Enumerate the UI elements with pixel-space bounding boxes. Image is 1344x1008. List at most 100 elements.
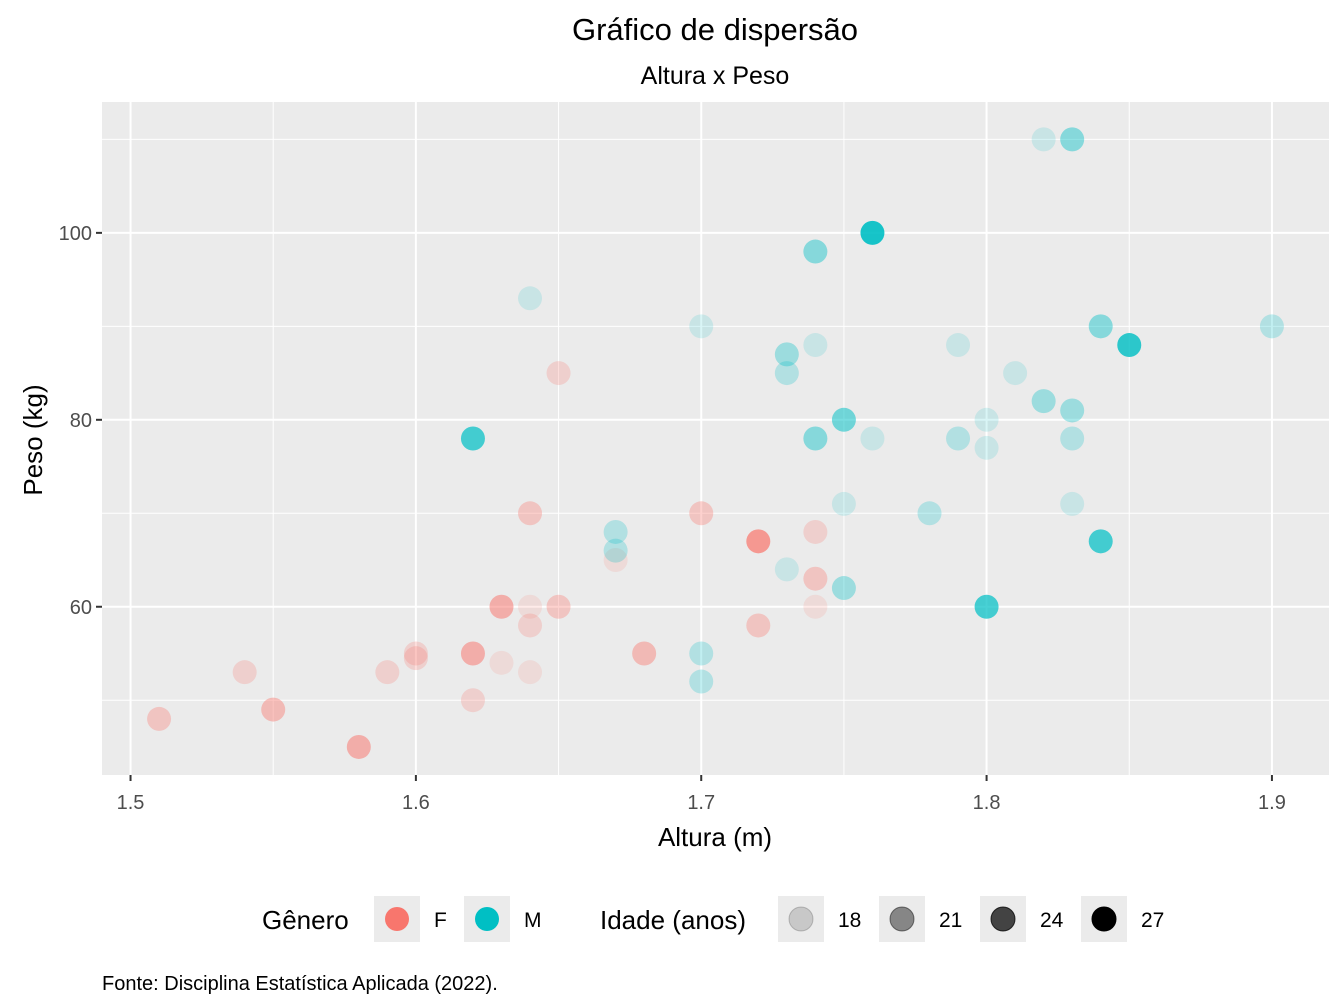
data-point <box>774 361 799 386</box>
legend-key-age <box>890 907 914 931</box>
data-point <box>460 641 485 666</box>
data-point <box>1259 314 1284 339</box>
legend-title-gender: Gênero <box>262 905 349 935</box>
legend-label-age: 18 <box>838 909 861 932</box>
data-point <box>1060 398 1085 423</box>
y-tick-label: 100 <box>59 223 92 245</box>
legend-label-age: 24 <box>1040 909 1064 932</box>
x-tick-label: 1.8 <box>973 792 1001 814</box>
chart-caption: Fonte: Disciplina Estatística Aplicada (… <box>102 973 498 995</box>
data-point <box>831 407 856 432</box>
data-point <box>803 239 828 264</box>
legend-key-age <box>789 907 813 931</box>
data-point <box>518 501 543 526</box>
data-point <box>375 660 400 685</box>
data-point <box>403 641 428 666</box>
data-point <box>803 594 828 619</box>
data-point <box>632 641 657 666</box>
data-point <box>489 650 514 675</box>
legend-label-age: 21 <box>939 909 962 932</box>
chart-subtitle: Altura x Peso <box>641 62 790 90</box>
data-point <box>689 669 714 694</box>
data-point <box>974 435 999 460</box>
data-point <box>860 426 885 451</box>
data-point <box>746 529 771 554</box>
y-axis: 60 80 100 <box>59 223 102 619</box>
data-point <box>518 286 543 311</box>
data-point <box>603 548 628 573</box>
data-point <box>689 314 714 339</box>
legend-key-age <box>1092 907 1116 931</box>
data-point <box>803 566 828 591</box>
legend-key-m <box>475 907 499 931</box>
data-point <box>147 706 172 731</box>
data-point <box>946 426 971 451</box>
data-point <box>603 538 628 563</box>
legend-label-age: 27 <box>1141 909 1164 932</box>
x-axis: 1.5 1.6 1.7 1.8 1.9 <box>117 775 1286 814</box>
data-point <box>1060 491 1085 516</box>
data-point <box>774 342 799 367</box>
minor-gridlines <box>102 102 1329 775</box>
data-point <box>746 613 771 638</box>
legend-key-age-outline <box>889 906 915 932</box>
data-point <box>831 491 856 516</box>
data-point <box>946 333 971 358</box>
legend-label-m: M <box>524 909 542 932</box>
data-point <box>518 660 543 685</box>
data-point <box>518 613 543 638</box>
data-point <box>603 519 628 544</box>
x-tick-label: 1.5 <box>117 792 145 814</box>
data-point <box>974 407 999 432</box>
data-point <box>546 361 571 386</box>
data-point <box>346 734 371 759</box>
legend-key-bg <box>778 896 824 942</box>
y-axis-title: Peso (kg) <box>18 384 48 495</box>
data-point <box>518 594 543 619</box>
chart-title: Gráfico de dispersão <box>572 12 858 47</box>
data-point <box>232 660 257 685</box>
data-point <box>460 688 485 713</box>
legend-label-f: F <box>434 909 447 932</box>
data-point <box>803 426 828 451</box>
data-point <box>1003 361 1028 386</box>
data-point <box>917 501 942 526</box>
legend-key-age-outline <box>788 906 814 932</box>
data-point <box>1031 127 1056 152</box>
data-point <box>261 697 286 722</box>
data-point <box>489 594 514 619</box>
data-point <box>774 557 799 582</box>
data-point <box>1060 426 1085 451</box>
data-point <box>1088 529 1113 554</box>
major-gridlines <box>102 102 1329 775</box>
data-point <box>1031 389 1056 414</box>
legend-key-age <box>991 907 1015 931</box>
x-tick-label: 1.9 <box>1258 792 1286 814</box>
x-axis-title: Altura (m) <box>658 822 772 852</box>
data-point <box>803 519 828 544</box>
data-point <box>460 426 485 451</box>
legend-alpha-keys: 18 21 24 27 <box>778 896 1164 942</box>
data-point <box>403 646 428 671</box>
data-point <box>689 501 714 526</box>
data-point <box>1088 314 1113 339</box>
data-point <box>974 594 999 619</box>
legend-title-age: Idade (anos) <box>600 905 746 935</box>
x-tick-label: 1.7 <box>687 792 715 814</box>
legend-key-age-outline <box>990 906 1016 932</box>
plot-panel <box>102 102 1329 775</box>
legend-key-bg <box>879 896 925 942</box>
data-point <box>546 594 571 619</box>
data-point <box>1060 127 1085 152</box>
panel-background <box>102 102 1329 775</box>
legend-key-f <box>385 907 409 931</box>
y-tick-label: 60 <box>70 597 92 619</box>
legend-key-age-outline <box>1091 906 1117 932</box>
data-point <box>831 576 856 601</box>
data-points <box>147 127 1284 759</box>
data-point <box>860 220 885 245</box>
data-point <box>803 333 828 358</box>
